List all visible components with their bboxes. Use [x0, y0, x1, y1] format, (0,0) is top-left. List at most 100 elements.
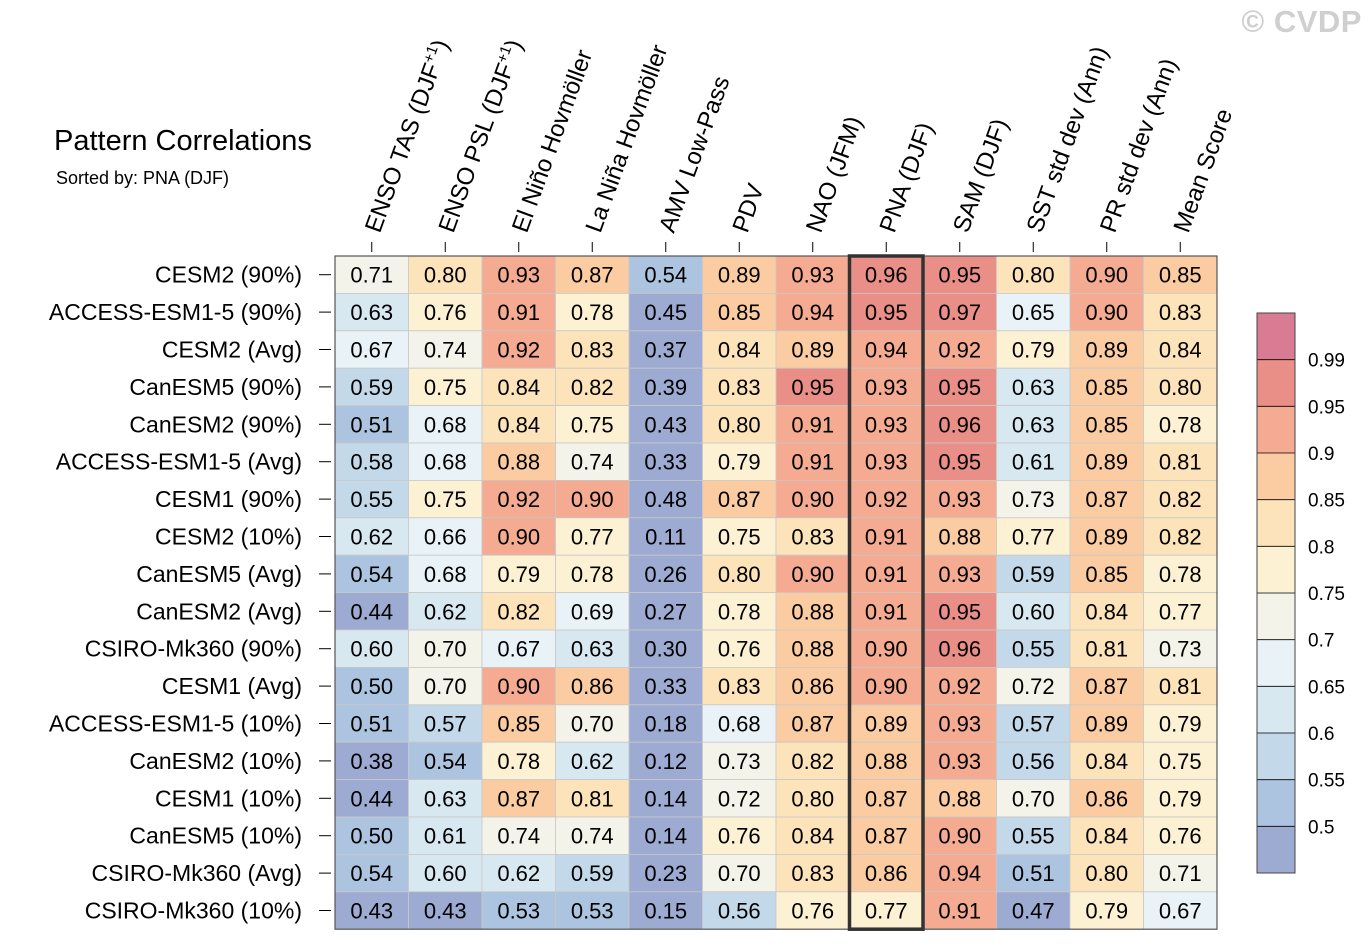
cell-value-label: 0.63 [571, 637, 614, 662]
heatmap-cell [408, 667, 483, 706]
cell-value-label: 0.59 [350, 375, 393, 400]
cell-value-label: 0.87 [1085, 487, 1128, 512]
cell-value-label: 0.70 [1012, 786, 1055, 811]
cell-value-label: 0.68 [718, 712, 761, 737]
cell-value-label: 0.79 [497, 562, 540, 587]
cell-value-label: 0.26 [644, 562, 687, 587]
heatmap-cell [408, 854, 483, 893]
cell-value-label: 0.89 [1085, 712, 1128, 737]
heatmap-cell [1069, 891, 1144, 930]
heatmap-cell [702, 891, 777, 930]
cell-value-label: 0.71 [1159, 861, 1202, 886]
cell-value-label: 0.90 [865, 637, 908, 662]
cell-value-label: 0.69 [571, 599, 614, 624]
heatmap-cell [555, 554, 630, 594]
cell-value-label: 0.88 [791, 599, 834, 624]
colorbar-tick-label: 0.75 [1308, 584, 1345, 605]
heatmap-cell [628, 442, 703, 481]
heatmap-cell [922, 667, 997, 706]
cell-value-label: 0.80 [1012, 263, 1055, 288]
cell-value-label: 0.62 [424, 599, 467, 624]
heatmap-cell [702, 554, 777, 594]
colorbar-segment [1257, 826, 1295, 873]
cell-value-label: 0.94 [791, 300, 834, 325]
cell-value-label: 0.54 [644, 263, 687, 288]
heatmap-cell [996, 330, 1071, 369]
heatmap-cell [334, 554, 409, 594]
cell-value-label: 0.78 [571, 562, 614, 587]
cell-value-label: 0.87 [1085, 674, 1128, 699]
cell-value-label: 0.33 [644, 450, 687, 475]
heatmap-cell [408, 255, 483, 294]
cell-value-label: 0.45 [644, 300, 687, 325]
colorbar-tick-label: 0.8 [1308, 537, 1334, 558]
cell-value-label: 0.51 [1012, 861, 1055, 886]
column-label: El Niño Hovmöller [507, 46, 598, 236]
cell-value-label: 0.76 [791, 899, 834, 924]
cell-value-label: 0.57 [424, 712, 467, 737]
heatmap-cell [996, 367, 1071, 407]
cell-value-label: 0.91 [938, 899, 981, 924]
heatmap-cell [1069, 854, 1144, 893]
cell-value-label: 0.60 [424, 861, 467, 886]
cell-value-label: 0.61 [1012, 450, 1055, 475]
cell-value-label: 0.93 [938, 562, 981, 587]
cell-value-label: 0.15 [644, 899, 687, 924]
column-label: PDV [728, 180, 770, 236]
cell-value-label: 0.81 [571, 786, 614, 811]
cell-value-label: 0.75 [424, 487, 467, 512]
row-label: CESM2 (Avg) [162, 337, 302, 363]
heatmap-cell [702, 517, 777, 556]
heatmap-cell [702, 330, 777, 369]
heatmap-cell [996, 891, 1071, 930]
heatmap-cell [1069, 741, 1144, 781]
cell-value-label: 0.82 [1159, 487, 1202, 512]
cell-value-label: 0.85 [1085, 412, 1128, 437]
row-label: CESM1 (Avg) [162, 673, 302, 699]
heatmap-cell [481, 554, 556, 594]
cell-value-label: 0.90 [938, 824, 981, 849]
superscript: +1 [493, 43, 515, 65]
heatmap-cell [922, 704, 997, 743]
cell-value-label: 0.55 [1012, 637, 1055, 662]
heatmap-cell [775, 592, 850, 631]
cell-value-label: 0.93 [865, 450, 908, 475]
heatmap-cell [1069, 292, 1144, 332]
heatmap-cell [334, 330, 409, 369]
heatmap-cell [1069, 255, 1144, 294]
cell-value-label: 0.27 [644, 599, 687, 624]
cell-value-label: 0.90 [497, 525, 540, 550]
cell-value-label: 0.37 [644, 338, 687, 363]
heatmap-cell [555, 479, 630, 519]
heatmap-cell [1143, 255, 1218, 294]
cell-value-label: 0.63 [1012, 375, 1055, 400]
heatmap-cell [922, 891, 997, 930]
colorbar-segment [1257, 406, 1295, 453]
cell-value-label: 0.83 [791, 525, 834, 550]
cell-value-label: 0.76 [718, 637, 761, 662]
cell-value-label: 0.38 [350, 749, 393, 774]
row-label: CSIRO-Mk360 (90%) [85, 636, 302, 662]
cell-value-label: 0.85 [718, 300, 761, 325]
cell-value-label: 0.47 [1012, 899, 1055, 924]
cell-value-label: 0.54 [350, 562, 393, 587]
heatmap-cell [408, 592, 483, 631]
cell-value-label: 0.79 [1085, 899, 1128, 924]
heatmap-cell [408, 367, 483, 407]
colorbar-tick-label: 0.6 [1308, 724, 1334, 745]
heatmap-cell [481, 704, 556, 743]
cell-value-label: 0.96 [865, 263, 908, 288]
cell-value-label: 0.80 [1085, 861, 1128, 886]
heatmap-cell [481, 592, 556, 631]
heatmap-cell [702, 667, 777, 706]
heatmap-cell [1143, 330, 1218, 369]
cell-value-label: 0.90 [571, 487, 614, 512]
cell-value-label: 0.59 [1012, 562, 1055, 587]
cell-value-label: 0.89 [791, 338, 834, 363]
cell-value-label: 0.61 [424, 824, 467, 849]
heatmap-cell [775, 779, 850, 818]
row-label: CanESM5 (90%) [129, 374, 302, 400]
cell-value-label: 0.65 [1012, 300, 1055, 325]
cell-value-label: 0.51 [350, 712, 393, 737]
